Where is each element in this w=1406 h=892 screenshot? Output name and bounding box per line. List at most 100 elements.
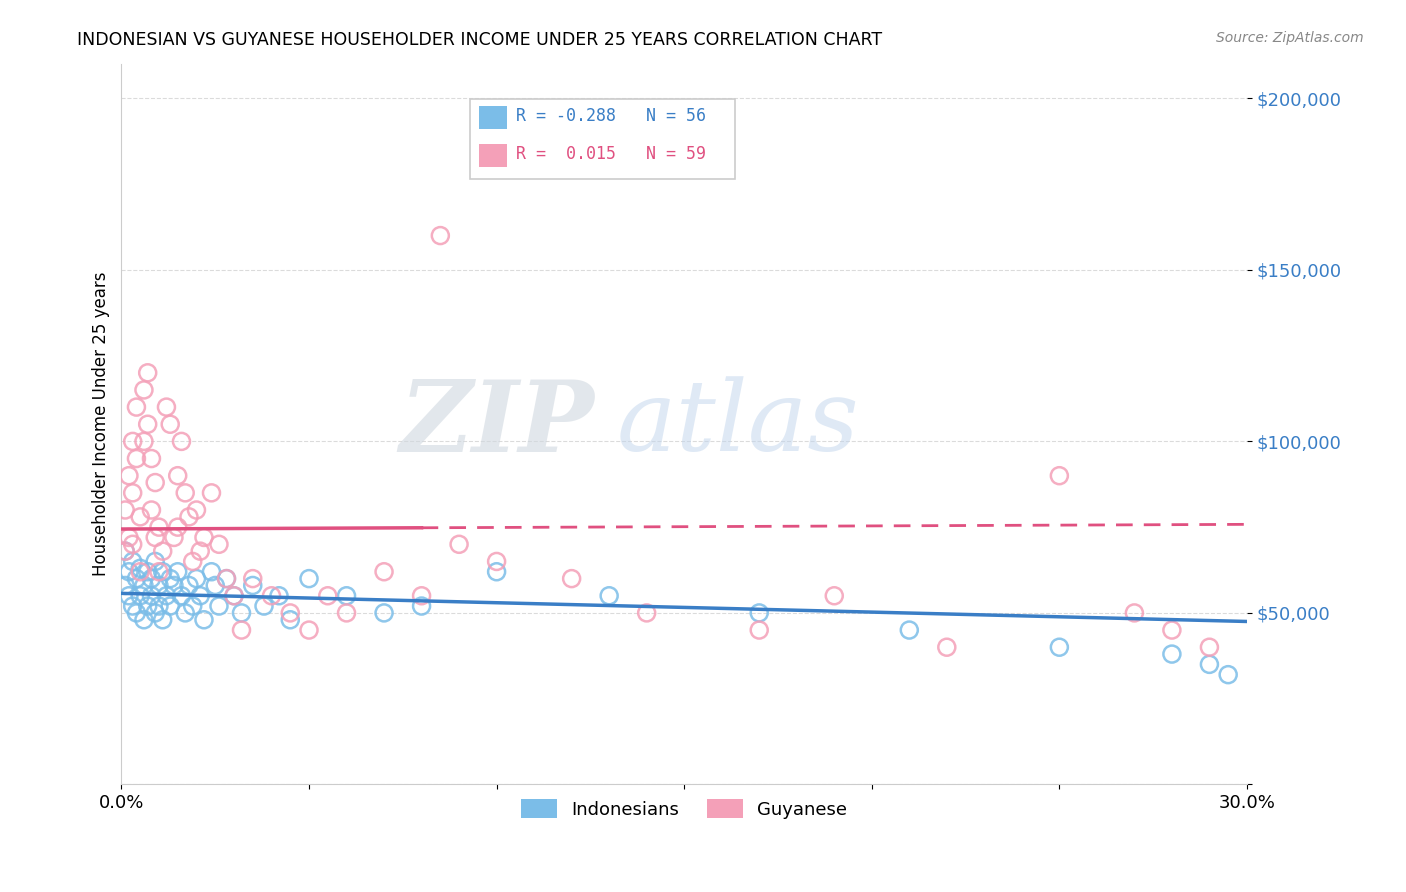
Point bbox=[278, 613, 301, 627]
Text: R = -0.288   N = 56: R = -0.288 N = 56 bbox=[516, 107, 706, 125]
Point bbox=[278, 606, 301, 620]
Point bbox=[253, 599, 276, 613]
Point bbox=[148, 578, 170, 592]
Point bbox=[222, 589, 245, 603]
Point bbox=[267, 589, 290, 603]
Bar bbox=[479, 144, 508, 167]
Point bbox=[143, 606, 166, 620]
Point bbox=[159, 417, 181, 432]
Point bbox=[636, 606, 658, 620]
Point bbox=[1047, 468, 1070, 483]
Point bbox=[114, 544, 136, 558]
Point bbox=[118, 531, 141, 545]
Point bbox=[148, 520, 170, 534]
Point bbox=[208, 599, 231, 613]
Point bbox=[163, 578, 186, 592]
Point bbox=[411, 589, 433, 603]
Bar bbox=[479, 106, 508, 128]
Point bbox=[335, 606, 357, 620]
Point bbox=[159, 599, 181, 613]
Point bbox=[298, 572, 321, 586]
Point bbox=[193, 613, 215, 627]
Point bbox=[155, 400, 177, 414]
Text: R =  0.015   N = 59: R = 0.015 N = 59 bbox=[516, 145, 706, 163]
Point bbox=[373, 606, 395, 620]
Point bbox=[181, 599, 204, 613]
Point bbox=[1198, 640, 1220, 655]
Point bbox=[132, 434, 155, 449]
Point bbox=[823, 589, 845, 603]
Point bbox=[1123, 606, 1146, 620]
Point bbox=[143, 531, 166, 545]
Point bbox=[166, 520, 188, 534]
Point bbox=[188, 589, 211, 603]
Point bbox=[118, 565, 141, 579]
Point bbox=[129, 561, 152, 575]
Text: ZIP: ZIP bbox=[399, 376, 595, 473]
Text: INDONESIAN VS GUYANESE HOUSEHOLDER INCOME UNDER 25 YEARS CORRELATION CHART: INDONESIAN VS GUYANESE HOUSEHOLDER INCOM… bbox=[77, 31, 883, 49]
Point bbox=[222, 589, 245, 603]
Text: atlas: atlas bbox=[617, 376, 859, 472]
Point bbox=[121, 537, 143, 551]
Point bbox=[748, 606, 770, 620]
Point bbox=[141, 451, 163, 466]
Point bbox=[129, 509, 152, 524]
Point bbox=[598, 589, 620, 603]
Point bbox=[231, 623, 253, 637]
Point bbox=[335, 589, 357, 603]
Point bbox=[125, 572, 148, 586]
Point bbox=[898, 623, 921, 637]
Point bbox=[132, 613, 155, 627]
Point bbox=[1161, 647, 1184, 661]
Point bbox=[204, 578, 226, 592]
Point bbox=[141, 572, 163, 586]
Point bbox=[118, 468, 141, 483]
Point bbox=[373, 565, 395, 579]
Point bbox=[170, 434, 193, 449]
Point bbox=[148, 599, 170, 613]
Point bbox=[215, 572, 238, 586]
Text: Source: ZipAtlas.com: Source: ZipAtlas.com bbox=[1216, 31, 1364, 45]
Point bbox=[193, 531, 215, 545]
Point bbox=[125, 606, 148, 620]
Point bbox=[298, 623, 321, 637]
Point bbox=[159, 572, 181, 586]
Point bbox=[449, 537, 471, 551]
Point bbox=[155, 589, 177, 603]
Y-axis label: Householder Income Under 25 years: Householder Income Under 25 years bbox=[93, 272, 110, 576]
Point bbox=[136, 417, 159, 432]
Point bbox=[429, 228, 451, 243]
Point bbox=[242, 572, 264, 586]
Point bbox=[485, 565, 508, 579]
Point bbox=[136, 565, 159, 579]
Point bbox=[186, 503, 208, 517]
Point bbox=[166, 565, 188, 579]
Point bbox=[174, 486, 197, 500]
Point bbox=[1218, 667, 1240, 681]
Point bbox=[200, 565, 222, 579]
Point bbox=[208, 537, 231, 551]
Point bbox=[174, 606, 197, 620]
Legend: Indonesians, Guyanese: Indonesians, Guyanese bbox=[515, 792, 855, 826]
Point bbox=[125, 451, 148, 466]
Point bbox=[129, 589, 152, 603]
Point bbox=[141, 503, 163, 517]
Point bbox=[114, 578, 136, 592]
Point bbox=[935, 640, 957, 655]
Point bbox=[121, 599, 143, 613]
Point bbox=[143, 475, 166, 490]
Point bbox=[260, 589, 283, 603]
Point bbox=[181, 554, 204, 568]
Point bbox=[188, 544, 211, 558]
Point bbox=[125, 400, 148, 414]
Point bbox=[242, 578, 264, 592]
Point bbox=[485, 554, 508, 568]
Point bbox=[411, 599, 433, 613]
Point bbox=[152, 565, 174, 579]
Point bbox=[114, 503, 136, 517]
FancyBboxPatch shape bbox=[471, 99, 735, 179]
Point bbox=[170, 589, 193, 603]
Point bbox=[121, 554, 143, 568]
Point bbox=[114, 544, 136, 558]
Point bbox=[316, 589, 339, 603]
